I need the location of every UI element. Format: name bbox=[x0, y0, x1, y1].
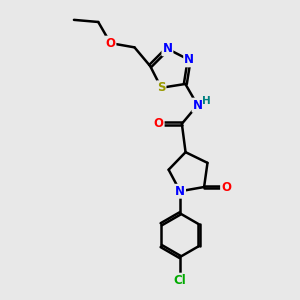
Text: O: O bbox=[106, 37, 116, 50]
Text: Cl: Cl bbox=[174, 274, 187, 286]
Text: N: N bbox=[184, 53, 194, 66]
Text: N: N bbox=[193, 99, 202, 112]
Text: O: O bbox=[221, 181, 231, 194]
Text: S: S bbox=[157, 81, 166, 94]
Text: H: H bbox=[202, 96, 211, 106]
Text: N: N bbox=[175, 185, 185, 198]
Text: N: N bbox=[162, 42, 172, 55]
Text: O: O bbox=[154, 117, 164, 130]
